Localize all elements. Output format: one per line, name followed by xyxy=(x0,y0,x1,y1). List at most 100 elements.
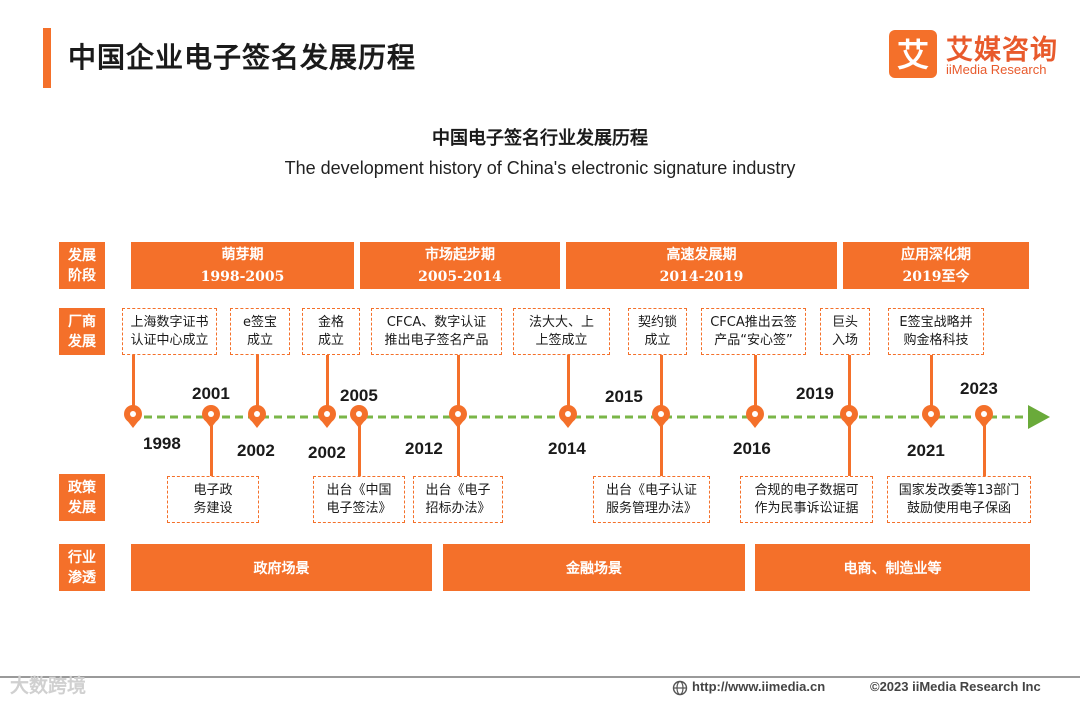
year-label: 2021 xyxy=(907,441,945,460)
row-label-line: 发展 xyxy=(68,499,96,516)
row-label-line: 行业 xyxy=(68,549,96,566)
event-text: 作为民事诉讼证据 xyxy=(754,500,859,516)
company-stem xyxy=(930,355,933,410)
year-label: 2023 xyxy=(960,379,998,398)
event-text: 入场 xyxy=(831,332,858,348)
stage-period: 2019至今 xyxy=(902,268,970,285)
row-label-company: 厂商 发展 xyxy=(59,308,105,355)
policy-event-box: 国家发改委等13部门 鼓励使用电子保函 xyxy=(887,476,1031,523)
stage-bar: 萌芽期 1998-2005 xyxy=(131,242,354,289)
event-text: 招标办法》 xyxy=(425,500,491,516)
stage-period: 1998-2005 xyxy=(200,268,285,285)
event-text: 成立 xyxy=(317,332,344,348)
industry-bar: 金融场景 xyxy=(443,544,745,591)
industry-bar: 政府场景 xyxy=(131,544,432,591)
timeline-marker-icon xyxy=(449,405,467,428)
company-stem xyxy=(457,355,460,410)
event-text: CFCA、数字认证 xyxy=(386,314,487,330)
diagram-title-en: The development history of China's elect… xyxy=(284,158,796,178)
logo-chinese-name: 艾媒咨询 xyxy=(946,35,1058,66)
company-event-box: 巨头 入场 xyxy=(820,308,870,355)
row-label-line: 渗透 xyxy=(68,569,96,586)
event-text: 购金格科技 xyxy=(903,332,969,348)
year-label: 2016 xyxy=(733,439,771,458)
page-title: 中国企业电子签名发展历程 xyxy=(68,41,417,74)
year-label: 2012 xyxy=(405,439,443,458)
policy-stem xyxy=(358,424,361,476)
policy-event-box: 合规的电子数据可 作为民事诉讼证据 xyxy=(740,476,873,523)
diagram-title-cn: 中国电子签名行业发展历程 xyxy=(432,128,648,149)
company-stem xyxy=(754,355,757,410)
event-text: 出台《电子 xyxy=(425,482,491,498)
event-text: 金格 xyxy=(317,314,344,330)
event-text: 契约锁 xyxy=(637,314,677,330)
event-text: e签宝 xyxy=(243,314,277,330)
row-label-line: 发展 xyxy=(68,247,96,264)
company-event-box: 契约锁 成立 xyxy=(628,308,687,355)
timeline-marker-icon xyxy=(124,405,142,428)
stage-bar: 高速发展期 2014-2019 xyxy=(566,242,837,289)
policy-stem xyxy=(660,424,663,476)
company-stem xyxy=(256,355,259,410)
policy-stem xyxy=(457,424,460,476)
timeline-marker-icon xyxy=(975,405,993,428)
company-event-box: 上海数字证书 认证中心成立 xyxy=(122,308,217,355)
company-event-box: 金格 成立 xyxy=(302,308,360,355)
company-event-box: e签宝 成立 xyxy=(230,308,290,355)
timeline-marker-icon xyxy=(922,405,940,428)
industry-bar: 电商、制造业等 xyxy=(755,544,1030,591)
footer-copyright: ©2023 iiMedia Research Inc xyxy=(870,679,1041,694)
policy-event-box: 电子政 务建设 xyxy=(167,476,259,523)
event-text: CFCA推出云签 xyxy=(710,314,797,330)
company-stem xyxy=(132,355,135,410)
event-text: E签宝战略并 xyxy=(899,314,973,330)
stage-bar: 市场起步期 2005-2014 xyxy=(360,242,560,289)
event-text: 国家发改委等13部门 xyxy=(898,482,1020,498)
event-text: 服务管理办法》 xyxy=(605,500,697,516)
timeline-marker-icon xyxy=(559,405,577,428)
iimedia-logo-icon: 艾 xyxy=(889,30,937,78)
event-text: 出台《中国 xyxy=(326,482,392,498)
company-stem xyxy=(326,355,329,410)
company-stem xyxy=(660,355,663,410)
logo-english-name: iiMedia Research xyxy=(946,62,1047,77)
timeline-marker-icon xyxy=(318,405,336,428)
year-label: 1998 xyxy=(143,434,181,453)
stage-name: 高速发展期 xyxy=(666,246,737,263)
event-text: 电子签法》 xyxy=(326,500,392,516)
timeline-arrow-icon xyxy=(1028,405,1050,429)
event-text: 务建设 xyxy=(193,500,233,516)
timeline-marker-icon xyxy=(202,405,220,428)
year-label: 2015 xyxy=(605,387,643,406)
stage-bar: 应用深化期 2019至今 xyxy=(843,242,1029,289)
timeline-marker-icon xyxy=(746,405,764,428)
event-text: 上签成立 xyxy=(535,332,588,348)
event-text: 产品“安心签” xyxy=(714,332,793,348)
stage-period: 2005-2014 xyxy=(418,268,502,285)
year-label: 2002 xyxy=(237,441,275,460)
footer-url[interactable]: http://www.iimedia.cn xyxy=(692,679,826,694)
event-text: 出台《电子认证 xyxy=(605,482,697,498)
row-label-policy: 政策 发展 xyxy=(59,474,105,521)
row-label-line: 厂商 xyxy=(68,313,96,330)
event-text: 法大大、上 xyxy=(528,314,594,330)
timeline-marker-icon xyxy=(350,405,368,428)
row-label-industry: 行业 渗透 xyxy=(59,544,105,591)
policy-event-box: 出台《电子认证 服务管理办法》 xyxy=(593,476,710,523)
event-text: 合规的电子数据可 xyxy=(754,482,859,498)
event-text: 上海数字证书 xyxy=(130,314,209,330)
stage-period: 2014-2019 xyxy=(659,268,744,285)
company-event-box: CFCA推出云签 产品“安心签” xyxy=(701,308,806,355)
row-label-line: 政策 xyxy=(68,479,96,496)
globe-icon xyxy=(672,680,688,696)
policy-stem xyxy=(983,424,986,476)
event-text: 成立 xyxy=(644,332,671,348)
policy-event-box: 出台《中国 电子签法》 xyxy=(313,476,405,523)
timeline-marker-icon xyxy=(248,405,266,428)
timeline-marker-icon xyxy=(840,405,858,428)
year-label: 2014 xyxy=(548,439,586,458)
timeline-marker-icon xyxy=(652,405,670,428)
row-label-line: 阶段 xyxy=(68,267,96,284)
company-stem xyxy=(848,355,851,410)
